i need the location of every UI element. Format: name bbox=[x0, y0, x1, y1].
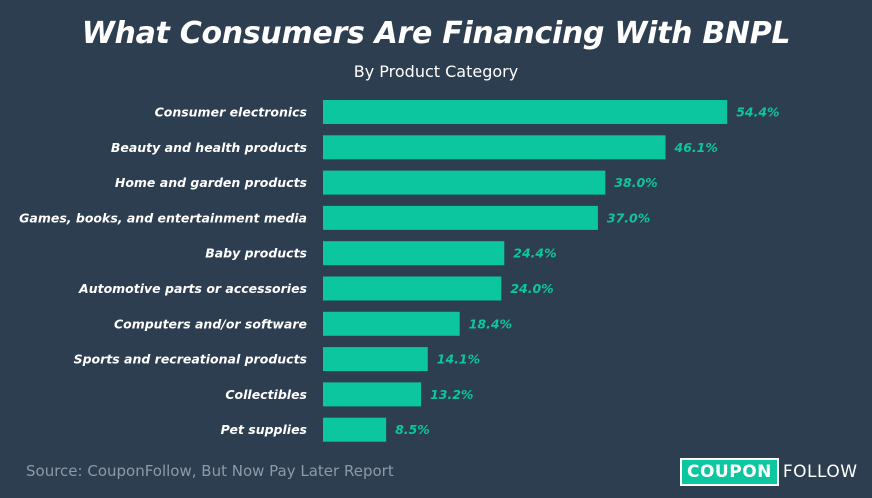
value-label: 38.0% bbox=[614, 175, 657, 190]
bar bbox=[323, 205, 598, 230]
category-label: Automotive parts or accessories bbox=[78, 281, 307, 296]
category-label: Games, books, and entertainment media bbox=[19, 210, 307, 225]
chart-title: What Consumers Are Financing With BNPL bbox=[81, 16, 791, 51]
value-label: 18.4% bbox=[469, 316, 512, 331]
source-note: Source: CouponFollow, But Now Pay Later … bbox=[26, 462, 394, 480]
bar bbox=[323, 170, 606, 195]
category-label: Home and garden products bbox=[115, 175, 307, 190]
bar bbox=[323, 100, 728, 124]
bar bbox=[323, 241, 505, 266]
bar bbox=[323, 417, 387, 442]
category-label: Computers and/or software bbox=[114, 316, 307, 331]
category-label: Consumer electronics bbox=[155, 105, 307, 120]
chart-subtitle: By Product Category bbox=[353, 62, 519, 81]
value-label: 54.4% bbox=[736, 105, 779, 120]
bar bbox=[323, 347, 428, 372]
category-label: Baby products bbox=[205, 246, 307, 261]
category-label: Beauty and health products bbox=[111, 140, 307, 155]
bar bbox=[323, 382, 422, 407]
bar bbox=[323, 135, 666, 160]
logo-coupon-text: COUPON bbox=[680, 458, 779, 486]
value-label: 24.0% bbox=[510, 281, 553, 296]
category-label: Pet supplies bbox=[221, 422, 307, 437]
value-label: 46.1% bbox=[674, 140, 718, 155]
bar bbox=[323, 311, 460, 336]
category-label: Sports and recreational products bbox=[74, 352, 307, 367]
value-label: 13.2% bbox=[430, 387, 473, 402]
logo-follow-text: FOLLOW bbox=[782, 462, 858, 482]
bar bbox=[323, 276, 502, 301]
value-label: 37.0% bbox=[607, 210, 650, 225]
couponfollow-logo: COUPON FOLLOW bbox=[680, 458, 858, 486]
value-label: 24.4% bbox=[513, 246, 556, 261]
value-label: 14.1% bbox=[437, 352, 480, 367]
category-label: Collectibles bbox=[225, 387, 307, 402]
value-label: 8.5% bbox=[395, 422, 430, 437]
